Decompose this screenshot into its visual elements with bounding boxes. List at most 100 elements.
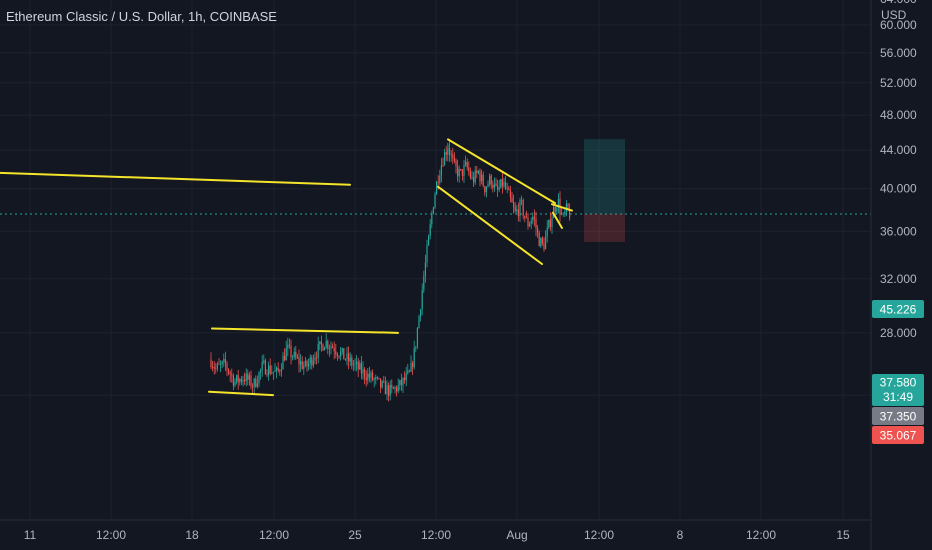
trendline[interactable] xyxy=(211,327,399,334)
trendlines[interactable] xyxy=(0,138,573,397)
candle-body xyxy=(453,157,455,161)
candle-body xyxy=(268,365,270,376)
candle-body xyxy=(333,347,335,352)
candle-body xyxy=(492,185,494,188)
candle-body xyxy=(234,381,236,386)
candle-body xyxy=(324,347,326,351)
candle-body xyxy=(372,372,374,380)
target-price-label: 45.226 xyxy=(880,303,917,317)
time-axis[interactable]: 11 12:00 18 12:00 25 12:00 Aug 12:00 8 12:00 15 xyxy=(24,528,850,542)
candle-body xyxy=(317,343,319,358)
candle-body xyxy=(306,360,308,367)
candle-body xyxy=(212,366,214,368)
candle-body xyxy=(368,373,370,378)
candle-body xyxy=(364,369,366,378)
candle-body xyxy=(455,160,457,167)
candle-body xyxy=(460,169,462,170)
marker-price-badge xyxy=(872,407,924,425)
candle-body xyxy=(424,262,426,277)
candle-body xyxy=(439,175,441,183)
candle-body xyxy=(482,174,484,187)
candle-body xyxy=(463,165,465,177)
candle-body xyxy=(432,207,434,214)
trendline[interactable] xyxy=(551,203,573,212)
candle-body xyxy=(301,361,303,369)
price-tick-label: 52.000 xyxy=(880,76,917,90)
time-tick-label: 15 xyxy=(836,528,850,542)
candle-body xyxy=(290,345,292,358)
candle-body xyxy=(469,171,471,178)
price-tick-label: 60.000 xyxy=(880,18,917,32)
candle-body xyxy=(378,377,380,379)
time-tick-label: 12:00 xyxy=(746,528,776,542)
candle-body xyxy=(495,183,497,186)
current-price-label: 37.580 xyxy=(880,376,917,390)
candle-body xyxy=(471,176,473,178)
candle-body xyxy=(319,341,321,344)
candle-body xyxy=(380,378,382,388)
target-zone[interactable] xyxy=(584,139,625,214)
candle-body xyxy=(535,218,537,229)
candle-body xyxy=(312,360,314,366)
candle-body xyxy=(525,217,527,219)
candle-body xyxy=(485,186,487,193)
target-price-badge xyxy=(872,300,924,318)
stop-zone[interactable] xyxy=(584,213,625,242)
candle-body xyxy=(384,381,386,395)
candle-body xyxy=(440,165,442,176)
trendline[interactable] xyxy=(552,211,563,229)
candle-body xyxy=(220,364,222,365)
trendline[interactable] xyxy=(437,185,543,266)
candle-body xyxy=(365,377,367,381)
candle-body xyxy=(328,348,330,349)
stop-price-label: 35.067 xyxy=(880,429,917,443)
long-position-tool[interactable] xyxy=(584,139,625,242)
price-badges: 45.226 37.580 31:49 37.350 35.067 xyxy=(872,300,924,444)
candle-body xyxy=(546,227,548,237)
candle-body xyxy=(445,152,447,155)
candle-body xyxy=(498,187,500,190)
candle-body xyxy=(284,355,286,361)
candle-body xyxy=(239,379,241,383)
candle-body xyxy=(400,379,402,386)
candle-body xyxy=(260,369,262,373)
candle-body xyxy=(477,171,479,173)
candle-body xyxy=(551,217,553,228)
candle-body xyxy=(250,375,252,387)
trendline[interactable] xyxy=(208,390,274,397)
candle-body xyxy=(511,197,513,203)
trendline[interactable] xyxy=(0,171,351,186)
candle-body xyxy=(359,363,361,370)
candle-body xyxy=(434,194,436,208)
candle-body xyxy=(569,209,571,219)
candle-body xyxy=(232,375,234,386)
candle-body xyxy=(541,238,543,244)
candle-body xyxy=(292,356,294,358)
candle-body xyxy=(253,378,255,387)
candle-body xyxy=(538,232,540,247)
candle-body xyxy=(255,378,257,387)
candle-body xyxy=(370,372,372,378)
candle-body xyxy=(360,363,362,374)
candle-body xyxy=(367,373,369,381)
candle-body xyxy=(436,181,438,195)
candle-body xyxy=(330,346,332,349)
candle-body xyxy=(314,357,316,361)
candle-body xyxy=(562,213,564,215)
trendline[interactable] xyxy=(447,138,556,205)
candle-body xyxy=(298,357,300,365)
candle-body xyxy=(447,149,449,155)
candle-body xyxy=(228,369,230,373)
candle-body xyxy=(226,363,228,370)
candle-body xyxy=(271,372,273,374)
candle-body xyxy=(266,374,268,376)
candle-body xyxy=(501,179,503,187)
price-axis[interactable]: 72.00068.00064.00060.00056.00052.00048.0… xyxy=(880,0,917,402)
candle-body xyxy=(272,371,274,373)
candle-body xyxy=(481,174,483,182)
candle-body xyxy=(490,175,492,186)
time-tick-label: 8 xyxy=(677,528,684,542)
candle-body xyxy=(505,182,507,189)
price-tick-label: 28.000 xyxy=(880,326,917,340)
